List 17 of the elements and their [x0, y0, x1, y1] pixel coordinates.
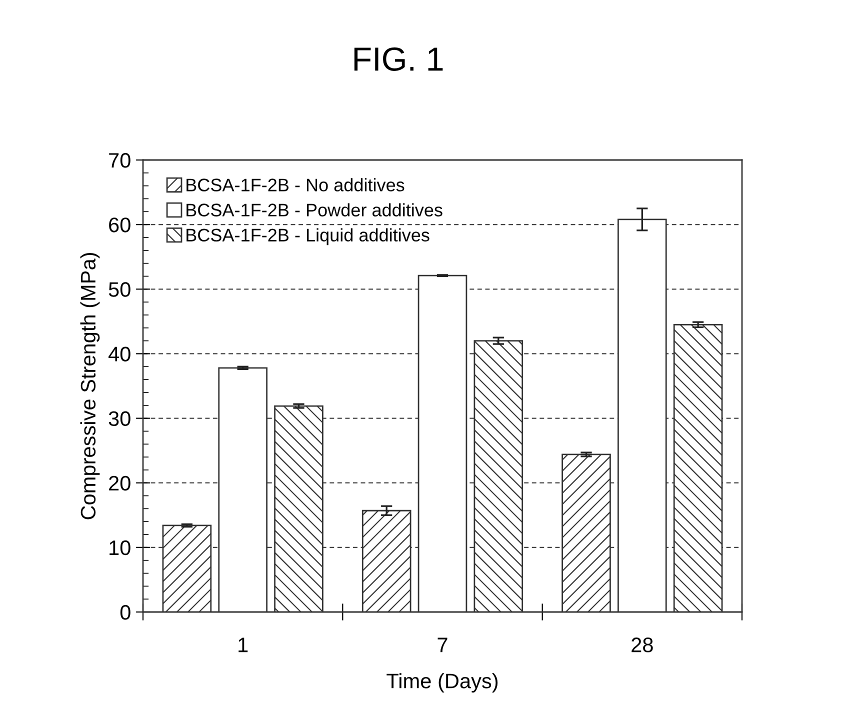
legend-label: BCSA-1F-2B - Liquid additives — [186, 228, 430, 246]
y-axis-title: Compressive Strength (MPa) — [80, 252, 100, 520]
legend-label: BCSA-1F-2B - No additives — [186, 178, 404, 192]
y-tick-label: 0 — [120, 605, 130, 620]
y-tick-label: 60 — [109, 218, 130, 232]
legend-label: BCSA-1F-2B - Powder additives — [186, 203, 442, 216]
chart-title: FIG. 1 — [354, 47, 443, 71]
y-tick-label: 50 — [108, 282, 130, 297]
x-tick-label: 1 — [238, 638, 248, 652]
y-tick-label: 20 — [109, 476, 130, 491]
x-axis-title: Time (Days) — [386, 673, 498, 693]
y-tick-label: 70 — [109, 153, 130, 168]
y-tick-label: 10 — [110, 540, 130, 556]
x-tick-label: 7 — [438, 638, 448, 652]
y-tick-label: 30 — [108, 411, 130, 426]
y-tick-label: 40 — [108, 346, 130, 362]
x-tick-label: 28 — [632, 638, 653, 652]
